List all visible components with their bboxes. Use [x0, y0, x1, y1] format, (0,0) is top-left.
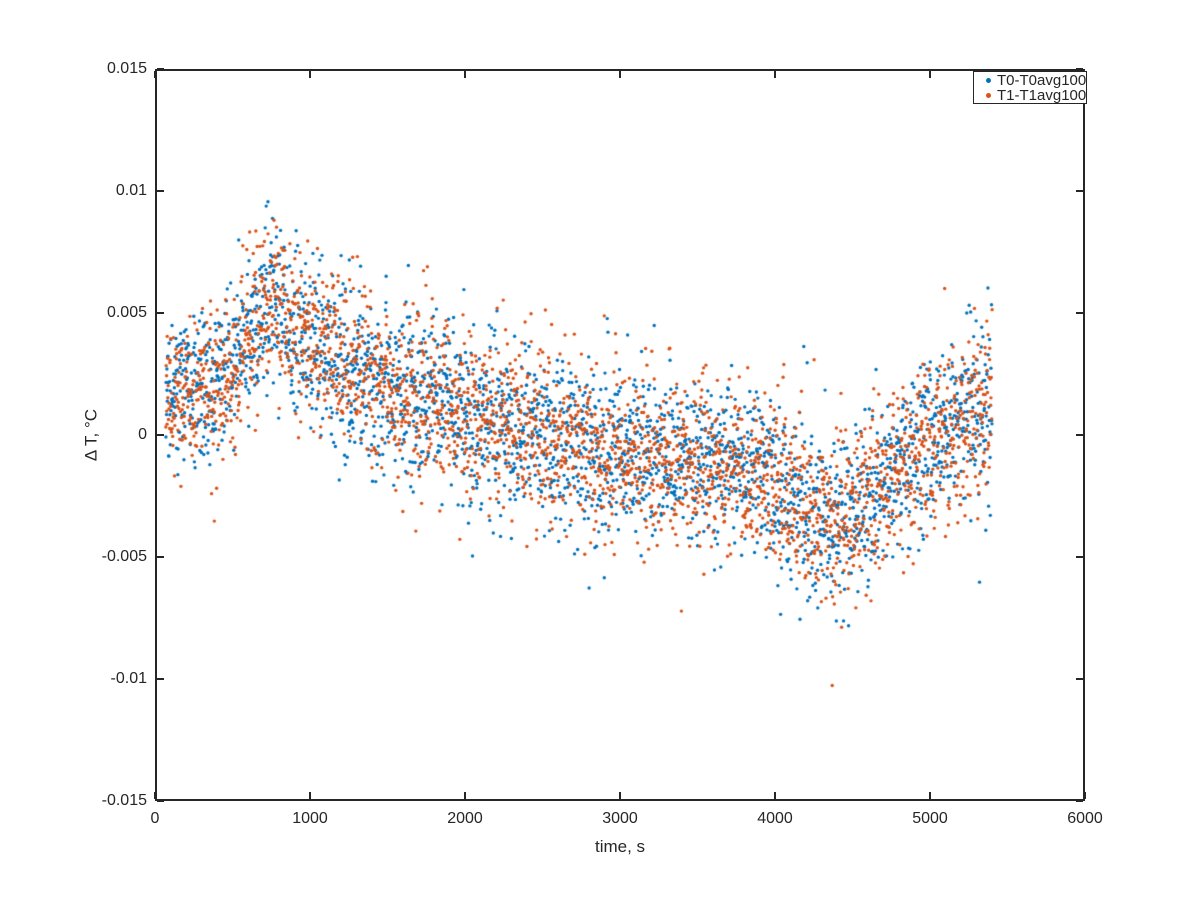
- x-tick-mark: [774, 792, 776, 799]
- legend: T0-T0avg100 T1-T1avg100: [973, 71, 1087, 104]
- y-tick-label: 0: [138, 426, 147, 443]
- y-tick-mark: [157, 312, 164, 314]
- x-tick-mark-top: [929, 71, 931, 78]
- y-tick-label: -0.005: [101, 548, 147, 565]
- y-tick-label: -0.015: [101, 792, 147, 809]
- y-tick-mark-right: [1076, 434, 1083, 436]
- x-tick-mark-top: [774, 71, 776, 78]
- y-tick-mark-right: [1076, 800, 1083, 802]
- y-tick-mark: [157, 190, 164, 192]
- x-tick-mark-top: [309, 71, 311, 78]
- x-tick-label: 4000: [757, 810, 793, 827]
- x-tick-label: 3000: [602, 810, 638, 827]
- legend-entry: T1-T1avg100: [979, 88, 1086, 103]
- y-tick-label: -0.01: [110, 670, 147, 687]
- y-tick-mark: [157, 556, 164, 558]
- x-tick-label: 0: [150, 810, 160, 827]
- x-tick-mark-top: [619, 71, 621, 78]
- x-tick-label: 6000: [1067, 810, 1103, 827]
- x-tick-mark: [309, 792, 311, 799]
- y-axis-label: Δ T, °C: [81, 408, 101, 462]
- y-tick-mark-right: [1076, 190, 1083, 192]
- y-tick-mark: [157, 800, 164, 802]
- legend-dot-icon: [979, 72, 997, 90]
- x-tick-label: 2000: [447, 810, 483, 827]
- scatter-plot-canvas: [155, 69, 1085, 801]
- y-tick-mark: [157, 678, 164, 680]
- y-tick-mark-right: [1076, 678, 1083, 680]
- y-tick-mark-right: [1076, 556, 1083, 558]
- x-tick-mark-top: [464, 71, 466, 78]
- y-tick-label: 0.005: [106, 304, 147, 321]
- x-tick-label: 1000: [292, 810, 328, 827]
- x-axis-label: time, s: [594, 837, 646, 856]
- y-tick-label: 0.015: [106, 60, 147, 77]
- x-tick-mark-top: [154, 71, 156, 78]
- x-tick-mark: [464, 792, 466, 799]
- x-tick-label: 5000: [912, 810, 948, 827]
- legend-dot-icon: [979, 87, 997, 105]
- x-tick-mark: [929, 792, 931, 799]
- y-tick-mark-right: [1076, 68, 1083, 70]
- x-tick-mark: [1084, 792, 1086, 799]
- y-tick-mark-right: [1076, 312, 1083, 314]
- y-tick-mark: [157, 68, 164, 70]
- y-tick-mark: [157, 434, 164, 436]
- x-tick-mark: [619, 792, 621, 799]
- y-tick-label: 0.01: [115, 182, 147, 199]
- legend-label: T1-T1avg100: [997, 87, 1087, 104]
- x-tick-mark: [154, 792, 156, 799]
- legend-entry: T0-T0avg100: [979, 73, 1086, 88]
- legend-dot-icon: [985, 92, 991, 98]
- legend-label: T0-T0avg100: [997, 72, 1087, 89]
- legend-dot-icon: [985, 77, 991, 83]
